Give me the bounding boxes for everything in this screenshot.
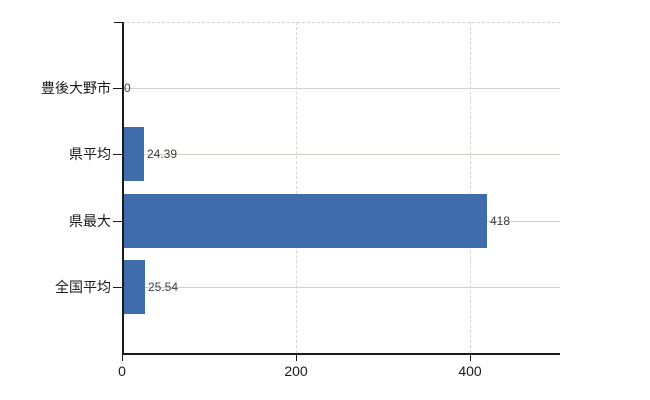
x-axis-tick xyxy=(122,355,123,361)
category-label: 豊後大野市 xyxy=(41,80,111,96)
value-label: 25.54 xyxy=(148,280,179,294)
x-axis-tick xyxy=(296,355,297,361)
y-axis-tick xyxy=(113,88,122,89)
y-axis xyxy=(122,22,124,355)
y-axis-tick xyxy=(113,154,122,155)
bar-2 xyxy=(123,127,144,181)
value-label: 0 xyxy=(124,81,131,95)
category-label: 県最大 xyxy=(69,213,111,229)
x-tick-label: 200 xyxy=(284,363,308,379)
x-tick-label: 400 xyxy=(458,363,482,379)
category-label: 県平均 xyxy=(69,146,111,162)
x-axis xyxy=(122,353,560,355)
value-label: 24.39 xyxy=(147,147,178,161)
y-axis-tick xyxy=(113,287,122,288)
value-label: 418 xyxy=(490,214,511,228)
horizontal-gridline xyxy=(122,154,560,155)
y-axis-tick xyxy=(113,221,122,222)
horizontal-gridline xyxy=(122,88,560,89)
bar-4 xyxy=(123,260,145,314)
vertical-gridline xyxy=(296,22,298,353)
horizontal-gridline xyxy=(122,287,560,288)
plot-top-border xyxy=(122,22,560,24)
category-label: 全国平均 xyxy=(55,279,111,295)
x-axis-tick xyxy=(470,355,471,361)
y-axis-top-tick xyxy=(114,22,122,23)
x-tick-label: 0 xyxy=(118,363,126,379)
vertical-gridline xyxy=(470,22,472,353)
bar-3 xyxy=(123,194,487,248)
